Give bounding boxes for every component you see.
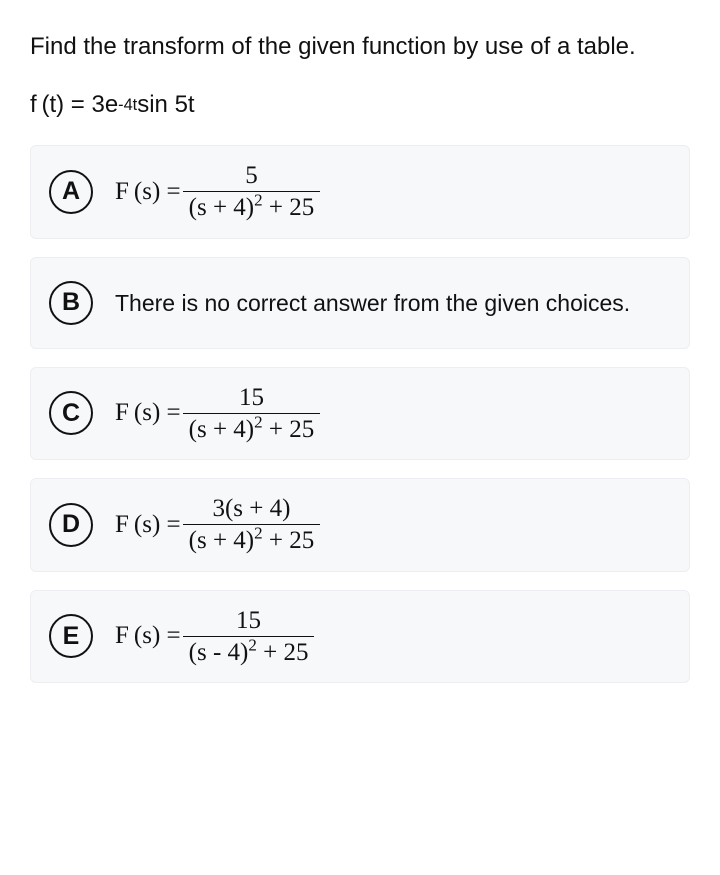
numerator: 15 [233, 382, 270, 413]
fraction: 5 (s + 4)2 + 25 [183, 160, 321, 224]
choice-letter: E [49, 614, 93, 658]
formula-lhs: F (s) = [115, 399, 181, 427]
question-prompt: Find the transform of the given function… [30, 28, 690, 65]
choice-list: A F (s) = 5 (s + 4)2 + 25 B There is no … [30, 145, 690, 683]
choice-e[interactable]: E F (s) = 15 (s - 4)2 + 25 [30, 590, 690, 684]
numerator: 15 [230, 605, 267, 636]
formula-lhs: F (s) = [115, 622, 181, 650]
choice-letter: A [49, 170, 93, 214]
given-function: f (t) = 3e-4t sin 5t [30, 91, 690, 119]
choice-letter: B [49, 281, 93, 325]
formula-lhs: F (s) = [115, 178, 181, 206]
choice-text: There is no correct answer from the give… [115, 287, 630, 319]
fraction: 15 (s - 4)2 + 25 [183, 605, 315, 669]
choice-formula: F (s) = 5 (s + 4)2 + 25 [115, 160, 322, 224]
denominator: (s + 4)2 + 25 [183, 525, 321, 556]
choice-a[interactable]: A F (s) = 5 (s + 4)2 + 25 [30, 145, 690, 239]
choice-letter: D [49, 503, 93, 547]
choice-formula: F (s) = 15 (s - 4)2 + 25 [115, 605, 316, 669]
numerator: 5 [239, 160, 264, 191]
denominator: (s - 4)2 + 25 [183, 637, 315, 668]
denominator: (s + 4)2 + 25 [183, 192, 321, 223]
choice-letter: C [49, 391, 93, 435]
choice-formula: F (s) = 15 (s + 4)2 + 25 [115, 382, 322, 446]
fraction: 15 (s + 4)2 + 25 [183, 382, 321, 446]
denominator: (s + 4)2 + 25 [183, 414, 321, 445]
choice-d[interactable]: D F (s) = 3(s + 4) (s + 4)2 + 25 [30, 478, 690, 572]
formula-lhs: F (s) = [115, 511, 181, 539]
choice-formula: F (s) = 3(s + 4) (s + 4)2 + 25 [115, 493, 322, 557]
fraction: 3(s + 4) (s + 4)2 + 25 [183, 493, 321, 557]
numerator: 3(s + 4) [206, 493, 296, 524]
given-function-expr: f (t) = 3e-4t sin 5t [30, 91, 690, 119]
choice-c[interactable]: C F (s) = 15 (s + 4)2 + 25 [30, 367, 690, 461]
choice-b[interactable]: B There is no correct answer from the gi… [30, 257, 690, 349]
